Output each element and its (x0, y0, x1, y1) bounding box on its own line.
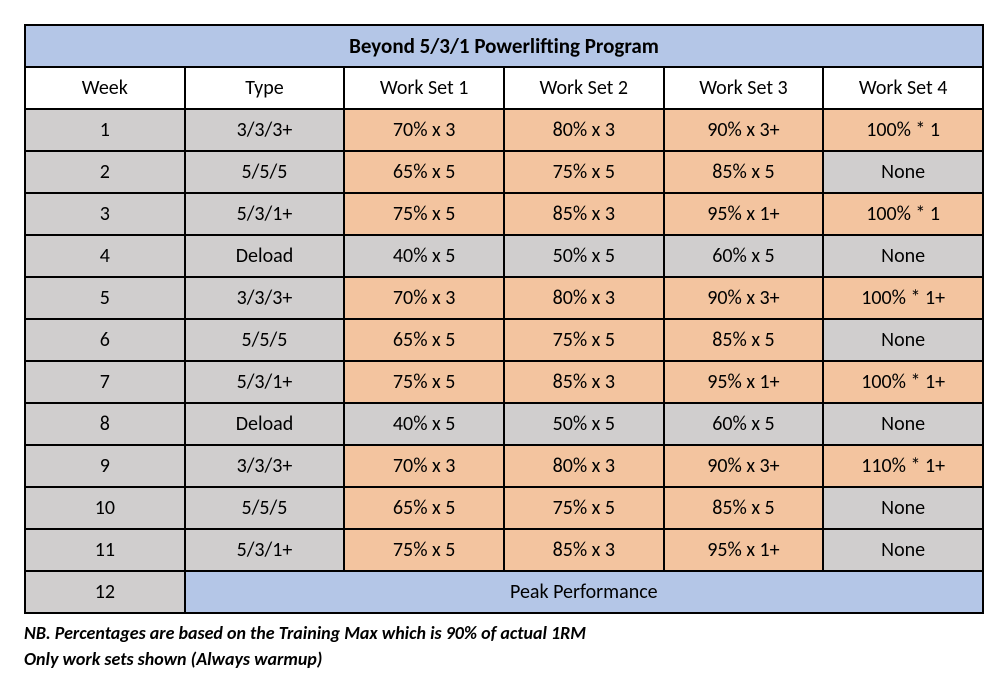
cell-type: 3/3/3+ (185, 109, 345, 151)
cell-week: 3 (25, 193, 185, 235)
cell-ws4: 110% * 1+ (823, 445, 983, 487)
cell-ws4: None (823, 151, 983, 193)
cell-ws2: 80% x 3 (504, 445, 664, 487)
cell-ws4: None (823, 319, 983, 361)
cell-type: 3/3/3+ (185, 277, 345, 319)
table-row: 75/3/1+75% x 585% x 395% x 1+100% * 1+ (25, 361, 983, 403)
note-line: Only work sets shown (Always warmup) (24, 648, 984, 670)
table-row: 105/5/565% x 575% x 585% x 5None (25, 487, 983, 529)
table-row: 4Deload40% x 550% x 560% x 5None (25, 235, 983, 277)
cell-week: 1 (25, 109, 185, 151)
cell-ws1: 40% x 5 (344, 403, 504, 445)
cell-ws3: 60% x 5 (664, 403, 824, 445)
cell-ws3: 90% x 3+ (664, 277, 824, 319)
cell-ws2: 75% x 5 (504, 487, 664, 529)
cell-type: 5/3/1+ (185, 193, 345, 235)
cell-week: 2 (25, 151, 185, 193)
cell-ws2: 85% x 3 (504, 193, 664, 235)
cell-week: 10 (25, 487, 185, 529)
cell-type: Deload (185, 403, 345, 445)
cell-ws2: 50% x 5 (504, 403, 664, 445)
cell-ws2: 85% x 3 (504, 361, 664, 403)
col-type: Type (185, 67, 345, 109)
note-line: NB. Percentages are based on the Trainin… (24, 622, 984, 644)
col-ws1: Work Set 1 (344, 67, 504, 109)
cell-type: 5/5/5 (185, 487, 345, 529)
cell-ws1: 70% x 3 (344, 109, 504, 151)
table-row: 25/5/565% x 575% x 585% x 5None (25, 151, 983, 193)
cell-type: 3/3/3+ (185, 445, 345, 487)
cell-week: 6 (25, 319, 185, 361)
program-container: Beyond 5/3/1 Powerlifting Program Week T… (24, 24, 984, 670)
cell-ws4: 100% * 1+ (823, 277, 983, 319)
table-row: 8Deload40% x 550% x 560% x 5None (25, 403, 983, 445)
program-table: Beyond 5/3/1 Powerlifting Program Week T… (24, 24, 984, 614)
table-row: 53/3/3+70% x 380% x 390% x 3+100% * 1+ (25, 277, 983, 319)
cell-week: 7 (25, 361, 185, 403)
cell-ws1: 40% x 5 (344, 235, 504, 277)
cell-ws1: 75% x 5 (344, 529, 504, 571)
cell-ws1: 65% x 5 (344, 151, 504, 193)
cell-ws1: 75% x 5 (344, 361, 504, 403)
cell-ws4: 100% * 1+ (823, 361, 983, 403)
table-row: 115/3/1+75% x 585% x 395% x 1+None (25, 529, 983, 571)
col-ws3: Work Set 3 (664, 67, 824, 109)
table-row: 65/5/565% x 575% x 585% x 5None (25, 319, 983, 361)
cell-week: 4 (25, 235, 185, 277)
cell-ws3: 90% x 3+ (664, 445, 824, 487)
cell-ws4: 100% * 1 (823, 109, 983, 151)
cell-ws3: 95% x 1+ (664, 193, 824, 235)
col-week: Week (25, 67, 185, 109)
cell-ws1: 70% x 3 (344, 445, 504, 487)
col-ws2: Work Set 2 (504, 67, 664, 109)
table-row: 93/3/3+70% x 380% x 390% x 3+110% * 1+ (25, 445, 983, 487)
cell-ws2: 50% x 5 (504, 235, 664, 277)
cell-ws1: 70% x 3 (344, 277, 504, 319)
cell-ws4: None (823, 487, 983, 529)
cell-ws3: 95% x 1+ (664, 529, 824, 571)
cell-ws2: 80% x 3 (504, 277, 664, 319)
cell-ws1: 65% x 5 (344, 487, 504, 529)
cell-ws2: 75% x 5 (504, 319, 664, 361)
cell-ws4: None (823, 529, 983, 571)
cell-week: 8 (25, 403, 185, 445)
table-row: 13/3/3+70% x 380% x 390% x 3+100% * 1 (25, 109, 983, 151)
cell-type: 5/3/1+ (185, 361, 345, 403)
cell-ws1: 65% x 5 (344, 319, 504, 361)
cell-ws3: 95% x 1+ (664, 361, 824, 403)
cell-ws4: 100% * 1 (823, 193, 983, 235)
table-row: 35/3/1+75% x 585% x 395% x 1+100% * 1 (25, 193, 983, 235)
cell-type: 5/5/5 (185, 319, 345, 361)
cell-type: Deload (185, 235, 345, 277)
cell-type: 5/3/1+ (185, 529, 345, 571)
cell-week: 9 (25, 445, 185, 487)
cell-week: 11 (25, 529, 185, 571)
cell-type: 5/5/5 (185, 151, 345, 193)
cell-week: 12 (25, 571, 185, 613)
cell-ws3: 85% x 5 (664, 151, 824, 193)
col-ws4: Work Set 4 (823, 67, 983, 109)
cell-ws1: 75% x 5 (344, 193, 504, 235)
cell-ws2: 80% x 3 (504, 109, 664, 151)
cell-ws3: 90% x 3+ (664, 109, 824, 151)
cell-ws2: 85% x 3 (504, 529, 664, 571)
table-title: Beyond 5/3/1 Powerlifting Program (25, 25, 983, 67)
notes-block: NB. Percentages are based on the Trainin… (24, 622, 984, 670)
cell-ws3: 85% x 5 (664, 487, 824, 529)
header-row: Week Type Work Set 1 Work Set 2 Work Set… (25, 67, 983, 109)
cell-ws4: None (823, 403, 983, 445)
cell-week: 5 (25, 277, 185, 319)
cell-ws3: 85% x 5 (664, 319, 824, 361)
cell-ws4: None (823, 235, 983, 277)
peak-row: 12 Peak Performance (25, 571, 983, 613)
cell-ws3: 60% x 5 (664, 235, 824, 277)
title-row: Beyond 5/3/1 Powerlifting Program (25, 25, 983, 67)
peak-performance-cell: Peak Performance (185, 571, 983, 613)
cell-ws2: 75% x 5 (504, 151, 664, 193)
